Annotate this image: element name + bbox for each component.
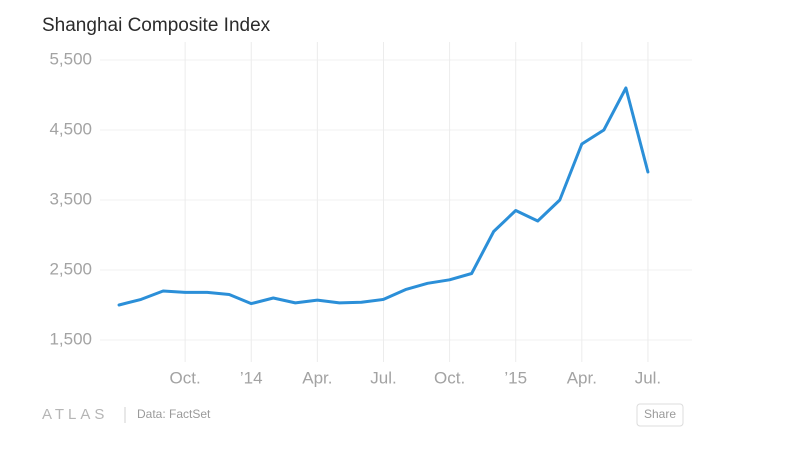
line <box>117 86 650 307</box>
x-tick-label: Jul. <box>635 368 661 387</box>
x-tick-label: ’14 <box>240 368 263 387</box>
x-tick-label: Jul. <box>370 368 396 387</box>
x-tick-label: Oct. <box>434 368 465 387</box>
y-tick-label: 4,500 <box>49 119 92 138</box>
y-tick-label: 5,500 <box>49 49 92 68</box>
y-tick-label: 2,500 <box>49 259 92 278</box>
logo: ATLAS <box>42 406 108 423</box>
x-tick-label: Apr. <box>302 368 332 387</box>
grid <box>100 42 692 362</box>
x-tick-label: ’15 <box>504 368 527 387</box>
x-tick-label: Oct. <box>170 368 201 387</box>
share-button[interactable]: Share <box>636 403 684 427</box>
share-label[interactable]: Share <box>644 407 676 421</box>
x-tick-label: Apr. <box>567 368 597 387</box>
chart-title: Shanghai Composite Index <box>42 15 271 36</box>
share-box[interactable] <box>636 403 684 427</box>
y-tick-label: 3,500 <box>49 189 92 208</box>
source: Data: FactSet <box>137 407 211 421</box>
y-tick-label: 1,500 <box>49 329 92 348</box>
